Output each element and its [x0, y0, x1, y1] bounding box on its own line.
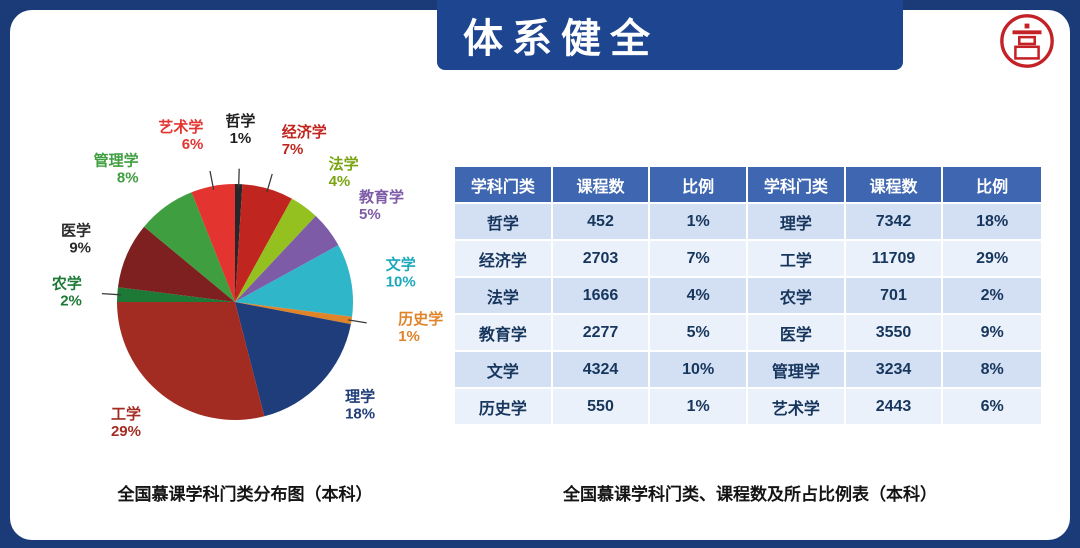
- table-cell: 2%: [943, 278, 1041, 315]
- pie-slice: [235, 215, 339, 302]
- pie-slice: [117, 226, 235, 302]
- pie-slice: [144, 192, 235, 302]
- table-cell: 历史学: [455, 389, 553, 426]
- table-cell: 3234: [845, 352, 944, 389]
- table-cell: 701: [845, 278, 944, 315]
- table-cell: 4324: [552, 352, 651, 389]
- table-header-cell: 课程数: [845, 167, 944, 204]
- table-cell: 8%: [943, 352, 1041, 389]
- pie-slice: [117, 302, 265, 420]
- table-cell: 1666: [552, 278, 651, 315]
- pie-slice: [117, 287, 235, 302]
- table-cell: 2443: [845, 389, 944, 426]
- table-header-cell: 课程数: [552, 167, 651, 204]
- table-cell: 29%: [943, 241, 1041, 278]
- table-cell: 农学: [747, 278, 846, 315]
- pie-label: 理学 18%: [345, 387, 375, 422]
- pie-caption: 全国慕课学科门类分布图（本科）: [117, 485, 373, 504]
- pie-slice: [235, 184, 243, 302]
- table-cell: 1%: [650, 389, 748, 426]
- table-cell: 经济学: [455, 241, 553, 278]
- table-cell: 教育学: [455, 315, 553, 352]
- pie-slice: [235, 302, 351, 417]
- pie-label: 医学 9%: [61, 222, 91, 257]
- table-cell: 法学: [455, 278, 553, 315]
- table-cell: 10%: [650, 352, 748, 389]
- table-cell: 5%: [650, 315, 748, 352]
- table-cell: 18%: [943, 204, 1041, 241]
- pie-chart: 哲学 1% 经济学 7%法学 4%教育学 5% 文学 10% 历史学 1% 理学 18% 工学 29% 农学…: [51, 112, 443, 440]
- pie-slice: [235, 302, 353, 325]
- table-cell: 11709: [845, 241, 944, 278]
- pie-label: 管理学 8%: [94, 151, 139, 186]
- logo-icon: [1000, 14, 1054, 68]
- table-cell: 9%: [943, 315, 1041, 352]
- table-cell: 管理学: [747, 352, 846, 389]
- table-cell: 2277: [552, 315, 651, 352]
- pie-leader-line: [347, 319, 367, 324]
- table-header-cell: 学科门类: [747, 167, 846, 204]
- pie-label: 农学 2%: [51, 274, 82, 309]
- pie-slice: [191, 184, 235, 302]
- pie-label: 历史学 1%: [398, 310, 443, 345]
- table-cell: 文学: [455, 352, 553, 389]
- pie-slice: [235, 184, 292, 302]
- pie-leader-line: [209, 170, 215, 190]
- table-header-cell: 比例: [943, 167, 1041, 204]
- table-cell: 4%: [650, 278, 748, 315]
- title-banner: 体系健全: [437, 0, 903, 70]
- table-cell: 2703: [552, 241, 651, 278]
- table-caption: 全国慕课学科门类、课程数及所占比例表（本科）: [563, 485, 937, 504]
- pie-leader-line: [237, 168, 240, 188]
- pie-leader-line: [266, 173, 273, 193]
- pie-slice: [235, 198, 316, 302]
- table-cell: 理学: [747, 204, 846, 241]
- table-cell: 医学: [747, 315, 846, 352]
- pie-slice: [235, 245, 353, 317]
- table-cell: 6%: [943, 389, 1041, 426]
- pie-leader-line: [101, 292, 121, 296]
- pie-label: 教育学 5%: [358, 188, 404, 223]
- data-table: 学科门类 课程数 比例 学科门类 课程数 比例 哲学 452 1% 理学 7342 18% 经济学 270…: [455, 167, 1041, 426]
- table-cell: 哲学: [455, 204, 553, 241]
- pie-label: 哲学 1%: [225, 112, 255, 147]
- table-header-cell: 学科门类: [455, 167, 553, 204]
- table-cell: 3550: [845, 315, 944, 352]
- pie-label: 艺术学 6%: [158, 118, 203, 153]
- table-header-cell: 比例: [650, 167, 748, 204]
- table-cell: 452: [552, 204, 651, 241]
- table-cell: 7342: [845, 204, 944, 241]
- page-title: 体系健全: [463, 17, 659, 61]
- pie-label: 工学 29%: [111, 405, 141, 440]
- pie-label: 文学 10%: [386, 255, 416, 290]
- table-cell: 550: [552, 389, 651, 426]
- pie-label: 经济学 7%: [282, 123, 327, 158]
- pie-label: 法学 4%: [329, 155, 359, 190]
- table-cell: 艺术学: [747, 389, 846, 426]
- table-cell: 1%: [650, 204, 748, 241]
- table-cell: 7%: [650, 241, 748, 278]
- table-cell: 工学: [747, 241, 846, 278]
